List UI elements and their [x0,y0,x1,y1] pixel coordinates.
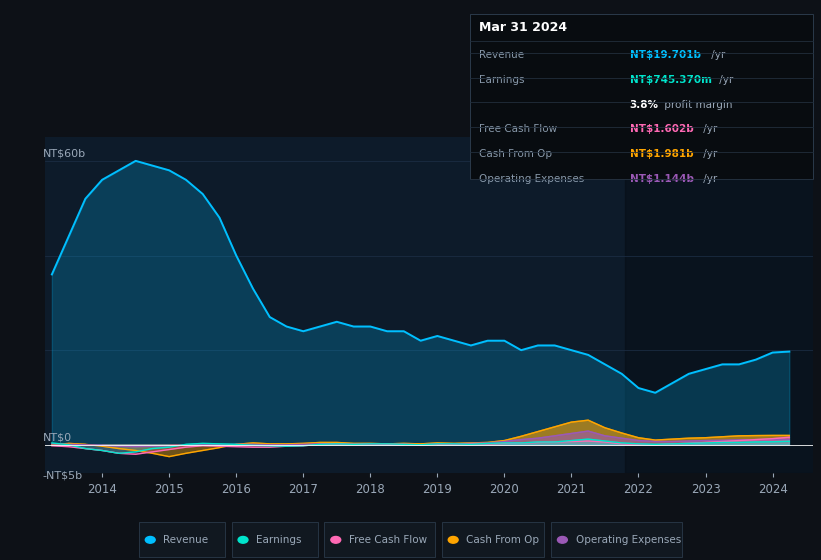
Circle shape [448,536,458,543]
Text: profit margin: profit margin [661,100,732,110]
Text: Revenue: Revenue [163,535,209,545]
FancyBboxPatch shape [551,522,682,557]
Text: Free Cash Flow: Free Cash Flow [479,124,557,134]
Text: Free Cash Flow: Free Cash Flow [349,535,427,545]
Text: /yr: /yr [699,124,718,134]
Text: /yr: /yr [699,174,718,184]
FancyBboxPatch shape [442,522,544,557]
Text: NT$0: NT$0 [43,432,71,442]
Text: NT$1.981b: NT$1.981b [630,149,693,159]
Text: /yr: /yr [708,50,725,60]
Text: -NT$5b: -NT$5b [43,471,83,480]
Text: NT$19.701b: NT$19.701b [630,50,700,60]
FancyBboxPatch shape [470,14,813,179]
Text: Earnings: Earnings [256,535,301,545]
Text: Mar 31 2024: Mar 31 2024 [479,21,567,34]
Text: /yr: /yr [699,149,718,159]
Text: 3.8%: 3.8% [630,100,658,110]
FancyBboxPatch shape [232,522,318,557]
Bar [625,137,821,473]
Circle shape [331,536,341,543]
Text: Operating Expenses: Operating Expenses [576,535,681,545]
Text: NT$1.144b: NT$1.144b [630,174,694,184]
FancyBboxPatch shape [139,522,225,557]
Text: NT$1.602b: NT$1.602b [630,124,694,134]
Text: Revenue: Revenue [479,50,525,60]
Circle shape [557,536,567,543]
Text: /yr: /yr [716,75,733,85]
Text: Cash From Op: Cash From Op [466,535,539,545]
Text: Operating Expenses: Operating Expenses [479,174,585,184]
Text: Earnings: Earnings [479,75,525,85]
Text: NT$60b: NT$60b [43,148,86,158]
Circle shape [145,536,155,543]
Text: NT$745.370m: NT$745.370m [630,75,712,85]
Text: Cash From Op: Cash From Op [479,149,553,159]
FancyBboxPatch shape [324,522,435,557]
Circle shape [238,536,248,543]
